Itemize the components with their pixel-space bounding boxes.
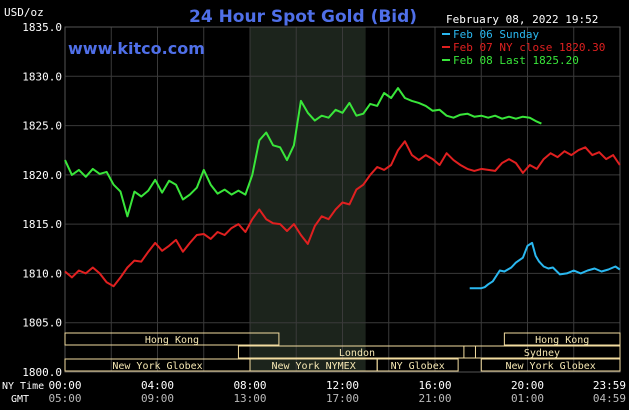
session-box	[463, 345, 621, 359]
x-tick-gmt: 21:00	[418, 392, 451, 405]
x-tick-labels: 00:00 04:00 08:00 12:00 16:00 20:00 23:59 05:00…	[48, 379, 626, 405]
session-label: Hong Kong	[145, 335, 199, 346]
x-tick-ny: 16:00	[418, 379, 451, 392]
y-tick-label: 1815.0	[22, 218, 62, 231]
x-tick-ny: 00:00	[48, 379, 81, 392]
x-tick-gmt: 01:00	[511, 392, 544, 405]
y-tick-label: 1805.0	[22, 317, 62, 330]
x-tick-ny: 08:00	[233, 379, 266, 392]
x-tick-gmt: 04:59	[593, 392, 626, 405]
x-tick-gmt: 05:00	[48, 392, 81, 405]
x-tick-ny: 23:59	[593, 379, 626, 392]
session-box	[503, 332, 621, 346]
session-box	[480, 358, 621, 372]
series-line-2	[64, 140, 621, 288]
chart-title: 24 Hour Spot Gold (Bid)	[189, 7, 417, 27]
x-tick-gmt: 17:00	[326, 392, 359, 405]
y-tick-label: 1810.0	[22, 267, 62, 280]
chart-legend: Feb 06 Sunday Feb 07 NY close 1820.30 Fe…	[442, 28, 605, 67]
y-axis-label: USD/oz	[4, 6, 44, 19]
session-label: London	[339, 348, 375, 359]
session-label: Hong Kong	[535, 335, 589, 346]
x-tick-gmt: 09:00	[141, 392, 174, 405]
session-box	[376, 358, 459, 372]
legend-label: Feb 08 Last 1825.20	[453, 54, 579, 67]
series-line-1	[469, 241, 621, 290]
x-tick-gmt: 13:00	[233, 392, 266, 405]
y-tick-label: 1800.0	[22, 366, 62, 379]
session-label: NY Globex	[391, 361, 445, 372]
legend-item-feb08: Feb 08 Last 1825.20	[442, 54, 579, 67]
kitco-logo-text: www.kitco.com	[68, 39, 205, 58]
legend-item-feb07: Feb 07 NY close 1820.30	[442, 41, 605, 54]
series-line-3	[64, 87, 542, 218]
chart-grid	[64, 26, 621, 373]
session-label: New York Globex	[112, 361, 202, 372]
legend-item-feb06: Feb 06 Sunday	[442, 28, 539, 41]
x-tick-ny: 04:00	[141, 379, 174, 392]
y-tick-label: 1825.0	[22, 120, 62, 133]
session-label: Sydney	[524, 348, 560, 359]
x-tick-ny: 20:00	[511, 379, 544, 392]
session-label: New York Globex	[505, 361, 595, 372]
y-tick-labels: 1835.0 1830.0 1825.0 1820.0 1815.0 1810.0 1805…	[22, 21, 62, 379]
x-tick-ny: 12:00	[326, 379, 359, 392]
y-tick-label: 1835.0	[22, 21, 62, 34]
y-tick-label: 1830.0	[22, 70, 62, 83]
legend-label: Feb 07 NY close 1820.30	[453, 41, 605, 54]
trading-sessions: Hong Kong London New York Globex New York N…	[64, 332, 621, 372]
session-box	[237, 345, 476, 359]
session-label: New York NYMEX	[271, 361, 355, 372]
chart-date: February 08, 2022 19:52	[446, 13, 598, 26]
session-box	[64, 332, 280, 346]
chart-series	[64, 87, 621, 290]
plot-frame	[64, 26, 621, 373]
ny-time-row-label: NY Time	[2, 381, 44, 392]
gmt-row-label: GMT	[11, 394, 29, 405]
nymex-highlight-band	[250, 27, 366, 372]
legend-label: Feb 06 Sunday	[453, 28, 539, 41]
y-tick-label: 1820.0	[22, 169, 62, 182]
